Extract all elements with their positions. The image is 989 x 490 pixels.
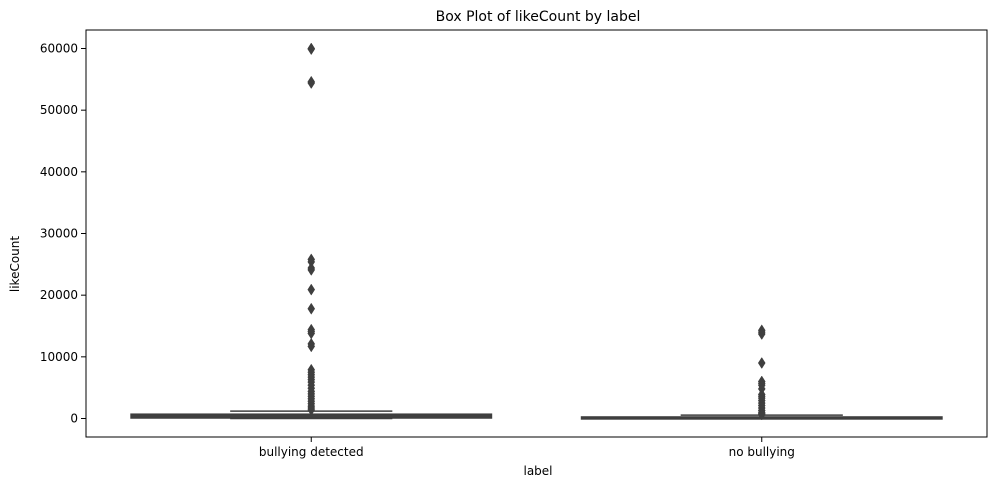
outlier-point — [307, 403, 316, 416]
outlier-point — [757, 357, 766, 369]
plot-frame — [85, 29, 988, 438]
outlier-point — [307, 283, 316, 296]
plot-area: 0 10000 20000 30000 40000 50000 60000 bullying … — [40, 29, 988, 459]
x-tick-label: bullying detected — [259, 445, 364, 459]
y-tick-label: 0 — [70, 412, 78, 426]
y-tick-label: 40000 — [40, 165, 78, 179]
y-tick-label: 30000 — [40, 227, 78, 241]
outlier-point — [307, 302, 316, 315]
y-axis-label: likeCount — [8, 236, 22, 293]
box-group-0 — [130, 42, 493, 420]
y-tick-label: 20000 — [40, 288, 78, 302]
outlier-point — [757, 408, 766, 421]
y-tick-label: 50000 — [40, 103, 78, 117]
y-tick-label: 60000 — [40, 42, 78, 56]
y-tick-label: 10000 — [40, 350, 78, 364]
outlier-point — [307, 340, 316, 353]
chart-title: Box Plot of likeCount by label — [436, 9, 641, 25]
x-tick-label: no bullying — [729, 445, 795, 459]
outlier-point — [307, 263, 316, 276]
outlier-point — [307, 43, 316, 56]
outlier-point — [307, 77, 316, 89]
outlier-point — [757, 328, 766, 340]
box-group-1 — [580, 324, 943, 421]
x-axis-label: label — [523, 464, 552, 478]
